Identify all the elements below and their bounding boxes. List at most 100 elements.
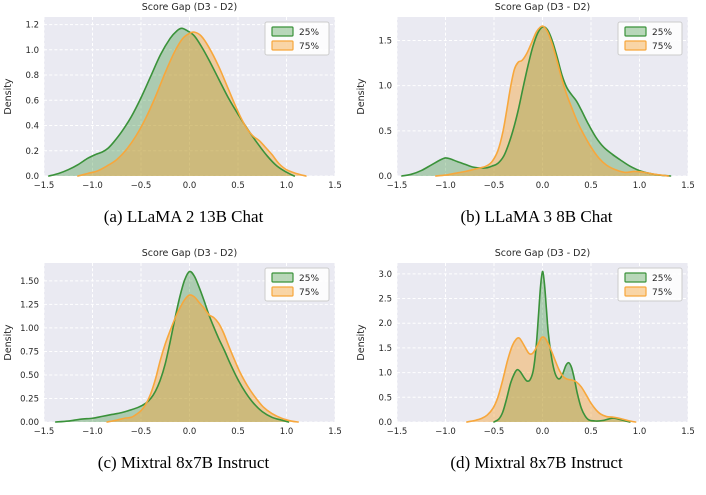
y-tick-label: 2.0	[378, 319, 392, 329]
caption-a: (a) LLaMA 2 13B Chat	[103, 207, 264, 226]
x-tick-label: −0.5	[131, 427, 152, 437]
density-curve-75%	[466, 336, 637, 423]
subplot-a: −1.5 −1.0 −0.5 0.0 0.5 1.0 1.5 0.0 0.2 0.4 0.6 0.8 1…	[0, 0, 353, 246]
x-tick-label: 0.0	[536, 181, 550, 191]
x-tick-label: −1.5	[34, 427, 55, 437]
x-tick-label: 0.5	[584, 427, 598, 437]
legend-label: 25%	[652, 28, 672, 38]
y-tick-label: 0.0	[25, 172, 39, 182]
y-tick-label: 0.8	[25, 71, 39, 81]
legend-label: 75%	[299, 42, 319, 52]
x-tick-label: 0.0	[183, 427, 197, 437]
x-tick-label: −1.5	[387, 181, 408, 191]
legend-box	[264, 267, 330, 302]
x-tick-label: 0.0	[183, 181, 197, 191]
y-tick-label: 1.0	[378, 82, 392, 92]
legend-label: 25%	[652, 274, 672, 284]
density-fill-25%	[494, 271, 630, 422]
y-axis-label: Density	[356, 78, 367, 114]
subplot-d: −1.5 −1.0 −0.5 0.0 0.5 1.0 1.5 0.0 0.5 1.0 1.5 2.0 2…	[353, 246, 706, 495]
legend-box	[264, 21, 330, 56]
legend-label: 25%	[299, 274, 319, 284]
kde-chart-c: −1.5 −1.0 −0.5 0.0 0.5 1.0 1.5 0.00 0.25 0.50 0.75…	[3, 248, 342, 437]
chart-title: Score Gap (D3 - D2)	[495, 248, 590, 259]
y-tick-label: 1.0	[25, 46, 39, 56]
x-tick-label: −0.5	[484, 181, 505, 191]
legend-swatch-25%	[624, 26, 647, 37]
legend-swatch-75%	[624, 286, 647, 297]
y-tick-label: 0.2	[25, 147, 39, 157]
y-tick-label: 2.5	[378, 295, 392, 305]
caption-d: (d) Mixtral 8x7B Instruct	[450, 453, 623, 472]
density-fill-75%	[77, 32, 306, 176]
density-fill-25%	[48, 28, 295, 176]
x-tick-label: 1.5	[681, 181, 695, 191]
y-tick-label: 1.5	[378, 36, 392, 46]
y-tick-label: 0.5	[378, 127, 392, 137]
y-tick-label: 0.6	[25, 96, 39, 106]
legend-swatch-25%	[624, 272, 647, 283]
density-fill-75%	[435, 26, 669, 177]
y-axis-label: Density	[3, 324, 14, 360]
subplot-c: −1.5 −1.0 −0.5 0.0 0.5 1.0 1.5 0.00 0.25 0.50 0.75…	[0, 246, 353, 495]
x-tick-label: 0.5	[231, 181, 245, 191]
subplot-b: −1.5 −1.0 −0.5 0.0 0.5 1.0 1.5 0.0 0.5 1.0 1.5 Scor…	[353, 0, 706, 246]
y-tick-label: 0.0	[378, 172, 392, 182]
y-tick-label: 0.50	[20, 371, 39, 381]
legend-box	[617, 21, 683, 56]
legend-label: 25%	[299, 28, 319, 38]
y-axis-label: Density	[356, 324, 367, 360]
density-fill-25%	[401, 26, 671, 176]
x-tick-label: −0.5	[131, 181, 152, 191]
x-tick-label: 0.5	[584, 181, 598, 191]
kde-chart-a: −1.5 −1.0 −0.5 0.0 0.5 1.0 1.5 0.0 0.2 0.4 0.6 0.8 1…	[3, 2, 342, 191]
legend-label: 75%	[652, 288, 672, 298]
x-tick-label: 0.5	[231, 427, 245, 437]
x-tick-label: −1.0	[435, 181, 456, 191]
y-tick-label: 1.00	[20, 324, 39, 334]
x-tick-label: 1.5	[328, 427, 342, 437]
x-tick-label: −1.0	[435, 427, 456, 437]
legend-swatch-75%	[624, 40, 647, 51]
legend-swatch-75%	[271, 40, 294, 51]
kde-chart-d: −1.5 −1.0 −0.5 0.0 0.5 1.0 1.5 0.0 0.5 1.0 1.5 2.0 2…	[356, 248, 695, 437]
density-fill-25%	[55, 271, 289, 422]
y-tick-label: 0.00	[20, 418, 39, 428]
y-tick-label: 0.5	[378, 393, 392, 403]
legend-swatch-25%	[271, 272, 294, 283]
x-tick-label: 0.0	[536, 427, 550, 437]
density-curve-25%	[493, 270, 631, 423]
density-curve-75%	[77, 31, 307, 177]
y-tick-label: 1.5	[378, 344, 392, 354]
x-tick-label: 1.5	[681, 427, 695, 437]
x-tick-label: 1.0	[633, 181, 647, 191]
y-tick-label: 0.25	[20, 394, 39, 404]
y-tick-label: 1.0	[378, 369, 392, 379]
x-tick-label: −1.0	[82, 427, 103, 437]
legend-swatch-25%	[271, 26, 294, 37]
y-tick-label: 1.50	[20, 277, 39, 287]
caption-b: (b) LLaMA 3 8B Chat	[460, 207, 613, 226]
x-tick-label: 1.5	[328, 181, 342, 191]
x-tick-label: −1.0	[82, 181, 103, 191]
density-curve-25%	[401, 25, 672, 177]
y-axis-label: Density	[3, 78, 14, 114]
chart-title: Score Gap (D3 - D2)	[142, 248, 237, 259]
x-tick-label: −1.5	[34, 181, 55, 191]
kde-chart-b: −1.5 −1.0 −0.5 0.0 0.5 1.0 1.5 0.0 0.5 1.0 1.5 Scor…	[356, 2, 695, 191]
y-tick-label: 0.75	[20, 347, 39, 357]
y-tick-label: 0.4	[25, 122, 39, 132]
y-tick-label: 1.25	[20, 300, 39, 310]
x-tick-label: −0.5	[484, 427, 505, 437]
legend-swatch-75%	[271, 286, 294, 297]
x-tick-label: −1.5	[387, 427, 408, 437]
chart-title: Score Gap (D3 - D2)	[142, 2, 237, 13]
chart-title: Score Gap (D3 - D2)	[495, 2, 590, 13]
x-tick-label: 1.0	[633, 427, 647, 437]
density-curve-75%	[435, 25, 670, 177]
y-tick-label: 3.0	[378, 270, 392, 280]
x-tick-label: 1.0	[280, 181, 294, 191]
density-fill-75%	[466, 336, 636, 422]
y-tick-label: 0.0	[378, 418, 392, 428]
